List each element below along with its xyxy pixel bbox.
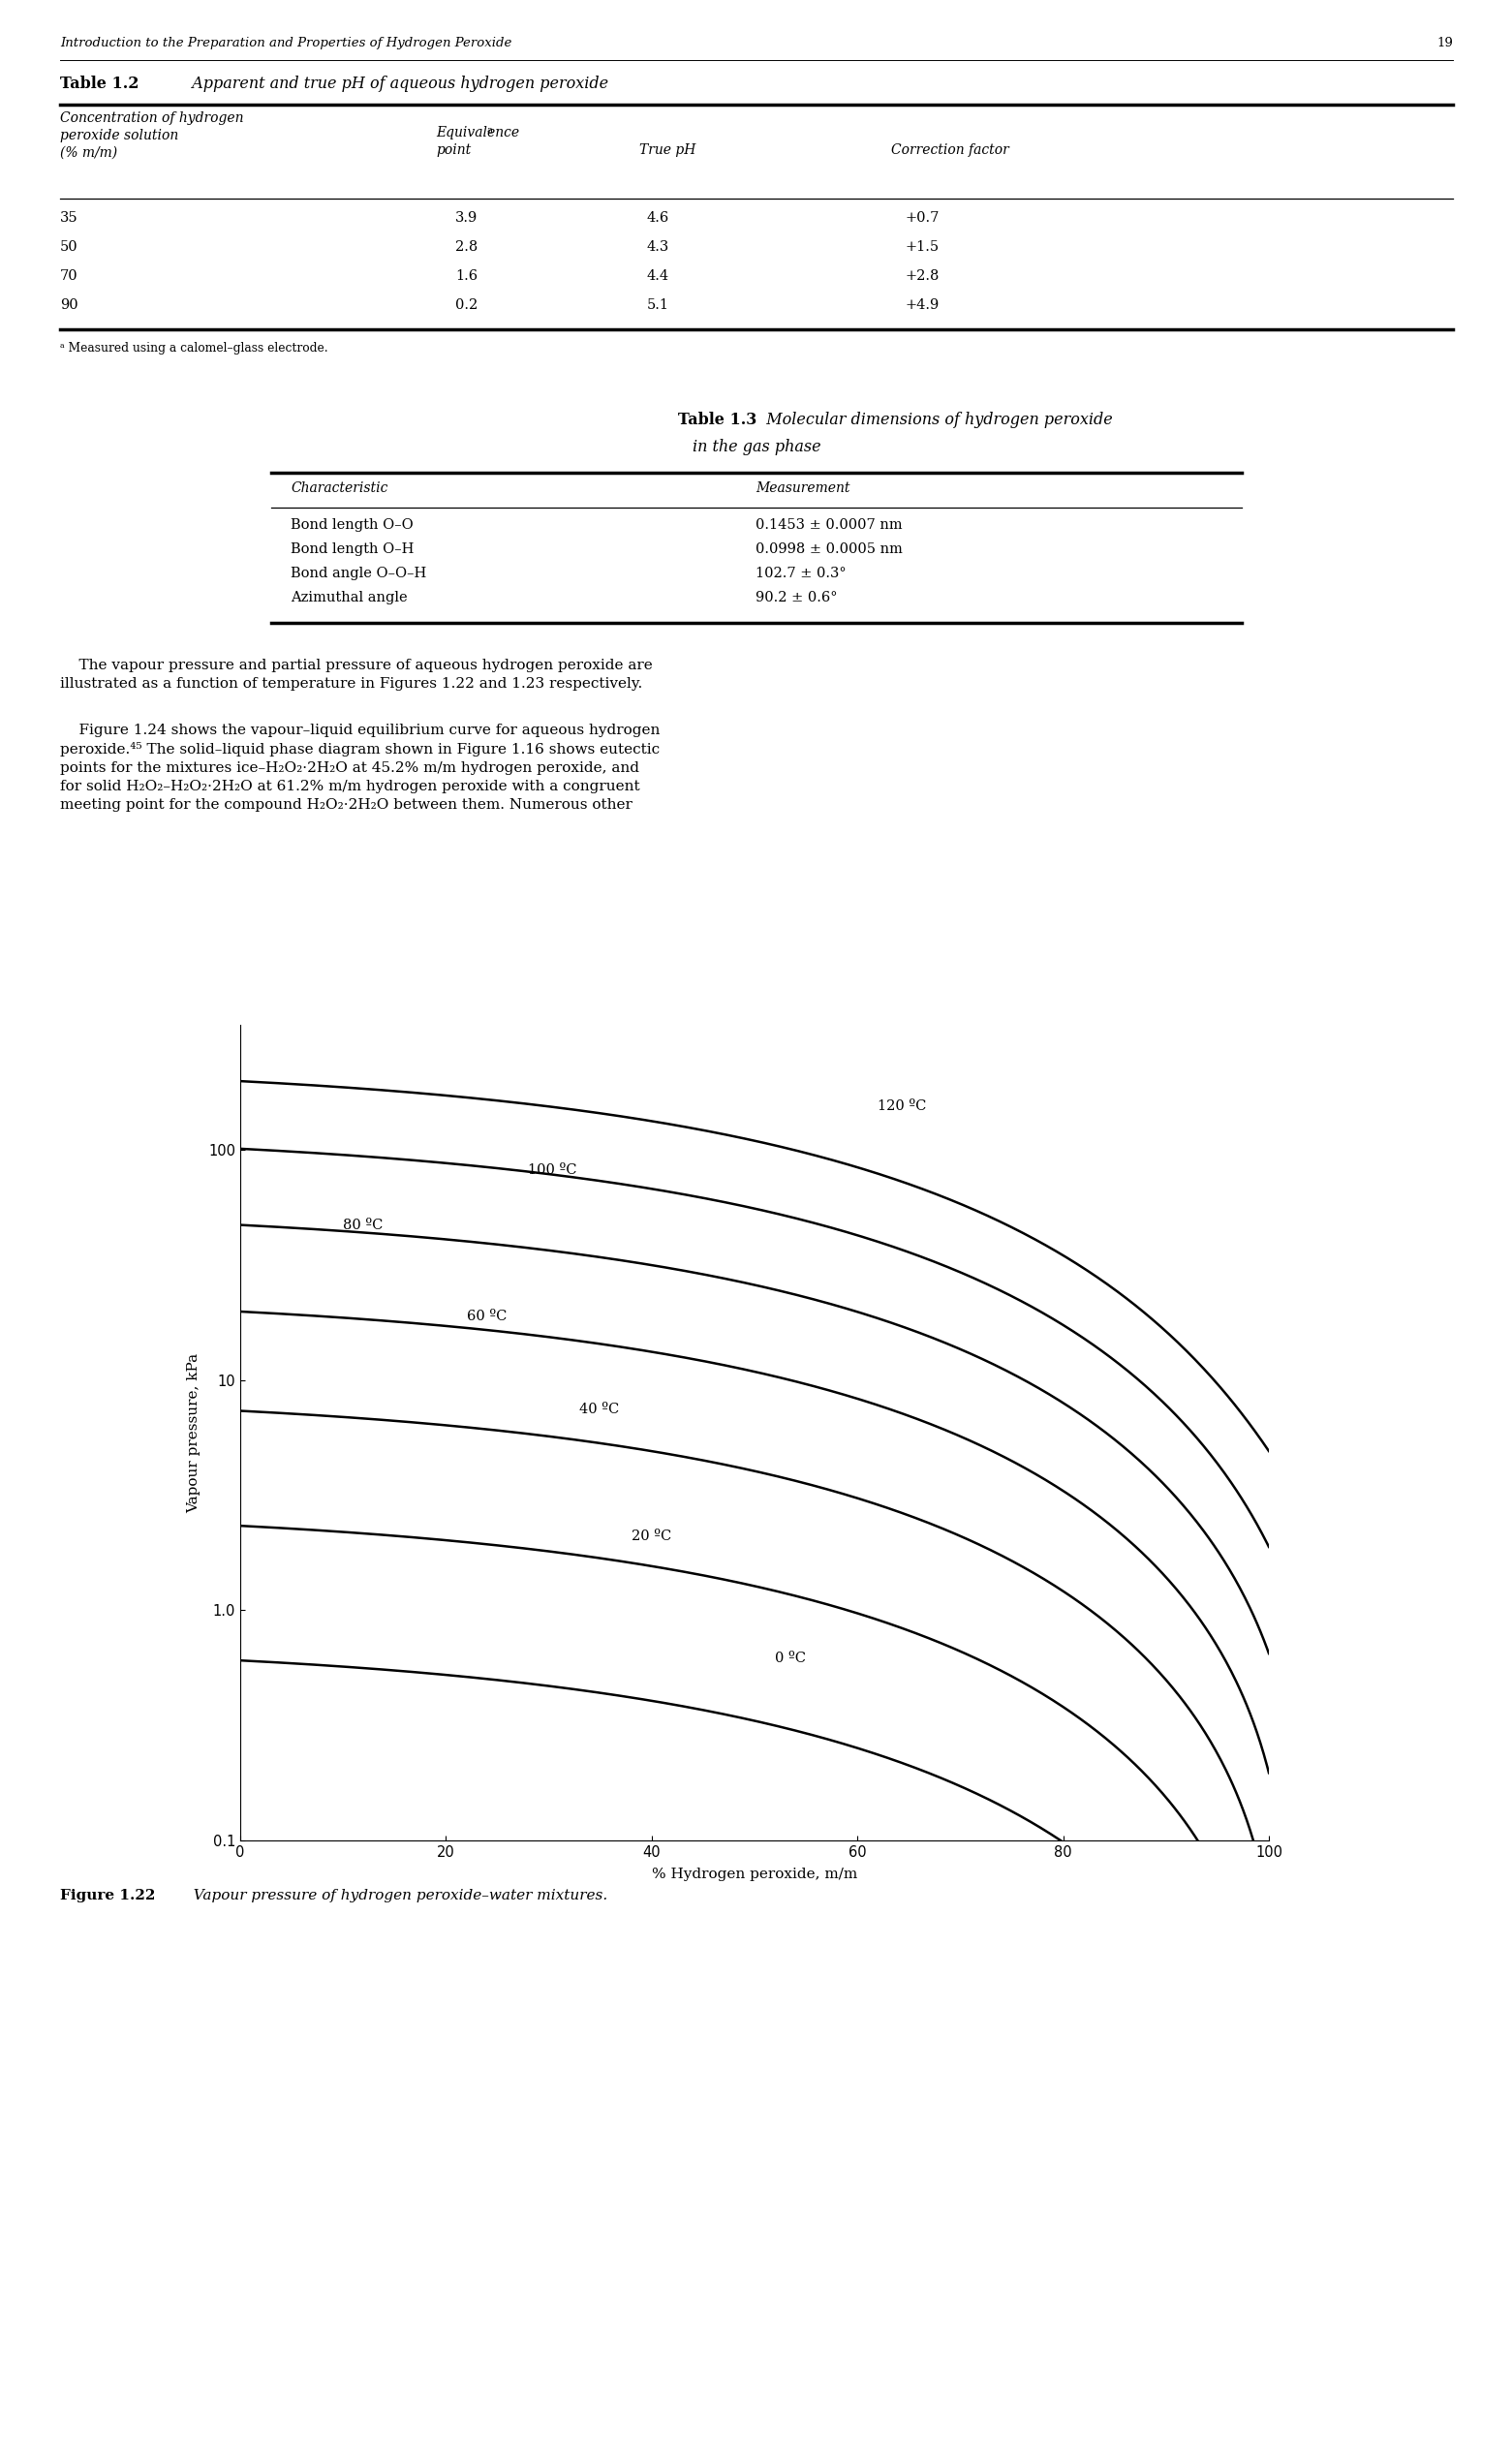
Text: Bond length O–H: Bond length O–H	[290, 542, 414, 557]
Text: Vapour pressure of hydrogen peroxide–water mixtures.: Vapour pressure of hydrogen peroxide–wat…	[184, 1889, 608, 1902]
Text: 4.4: 4.4	[647, 269, 670, 283]
Text: Figure 1.24 shows the vapour–liquid equilibrium curve for aqueous hydrogen
perox: Figure 1.24 shows the vapour–liquid equi…	[60, 723, 659, 813]
Text: 2.8: 2.8	[455, 239, 478, 254]
Text: Bond angle O–O–H: Bond angle O–O–H	[290, 566, 426, 581]
Y-axis label: Vapour pressure, kPa: Vapour pressure, kPa	[187, 1352, 200, 1513]
Text: 19: 19	[1436, 37, 1453, 49]
Text: Correction factor: Correction factor	[891, 144, 1009, 156]
Text: 120 ºC: 120 ºC	[878, 1098, 927, 1113]
Text: True pH: True pH	[640, 144, 696, 156]
Text: 0.0998 ± 0.0005 nm: 0.0998 ± 0.0005 nm	[756, 542, 903, 557]
Text: 70: 70	[60, 269, 79, 283]
Text: 60 ºC: 60 ºC	[467, 1308, 507, 1323]
Text: 35: 35	[60, 212, 79, 225]
Text: 5.1: 5.1	[647, 298, 670, 312]
Text: 1.6: 1.6	[455, 269, 478, 283]
Text: 90.2 ± 0.6°: 90.2 ± 0.6°	[756, 591, 838, 605]
Text: Bond length O–O: Bond length O–O	[290, 517, 413, 532]
Text: Equivalence
point: Equivalence point	[435, 127, 519, 156]
Text: ᵃ Measured using a calomel–glass electrode.: ᵃ Measured using a calomel–glass electro…	[60, 342, 328, 354]
Text: Introduction to the Preparation and Properties of Hydrogen Peroxide: Introduction to the Preparation and Prop…	[60, 37, 511, 49]
Text: Apparent and true pH of aqueous hydrogen peroxide: Apparent and true pH of aqueous hydrogen…	[181, 76, 608, 93]
Text: 3.9: 3.9	[455, 212, 478, 225]
Text: 80 ºC: 80 ºC	[343, 1218, 383, 1233]
Text: 0.1453 ± 0.0007 nm: 0.1453 ± 0.0007 nm	[756, 517, 903, 532]
Text: 40 ºC: 40 ºC	[579, 1401, 620, 1416]
Text: +1.5: +1.5	[906, 239, 939, 254]
Text: 4.6: 4.6	[647, 212, 670, 225]
Text: Azimuthal angle: Azimuthal angle	[290, 591, 407, 605]
Text: 0 ºC: 0 ºC	[776, 1650, 806, 1665]
Text: Concentration of hydrogen
peroxide solution
(% m/m): Concentration of hydrogen peroxide solut…	[60, 112, 243, 159]
Text: The vapour pressure and partial pressure of aqueous hydrogen peroxide are
illust: The vapour pressure and partial pressure…	[60, 659, 653, 691]
Text: 102.7 ± 0.3°: 102.7 ± 0.3°	[756, 566, 847, 581]
Text: +2.8: +2.8	[906, 269, 940, 283]
Text: 20 ºC: 20 ºC	[631, 1531, 671, 1543]
Text: Characteristic: Characteristic	[290, 481, 387, 496]
X-axis label: % Hydrogen peroxide, m/m: % Hydrogen peroxide, m/m	[652, 1867, 857, 1882]
Text: a: a	[487, 127, 493, 134]
Text: in the gas phase: in the gas phase	[692, 439, 821, 456]
Text: 50: 50	[60, 239, 79, 254]
Text: Measurement: Measurement	[756, 481, 850, 496]
Text: 4.3: 4.3	[647, 239, 670, 254]
Text: Table 1.2: Table 1.2	[60, 76, 139, 93]
Text: 0.2: 0.2	[455, 298, 478, 312]
Text: Table 1.3: Table 1.3	[677, 413, 756, 427]
Text: Figure 1.22: Figure 1.22	[60, 1889, 156, 1902]
Text: +4.9: +4.9	[906, 298, 940, 312]
Text: 100 ºC: 100 ºC	[528, 1162, 578, 1177]
Text: +0.7: +0.7	[906, 212, 940, 225]
Text: Molecular dimensions of hydrogen peroxide: Molecular dimensions of hydrogen peroxid…	[756, 413, 1113, 427]
Text: 90: 90	[60, 298, 79, 312]
